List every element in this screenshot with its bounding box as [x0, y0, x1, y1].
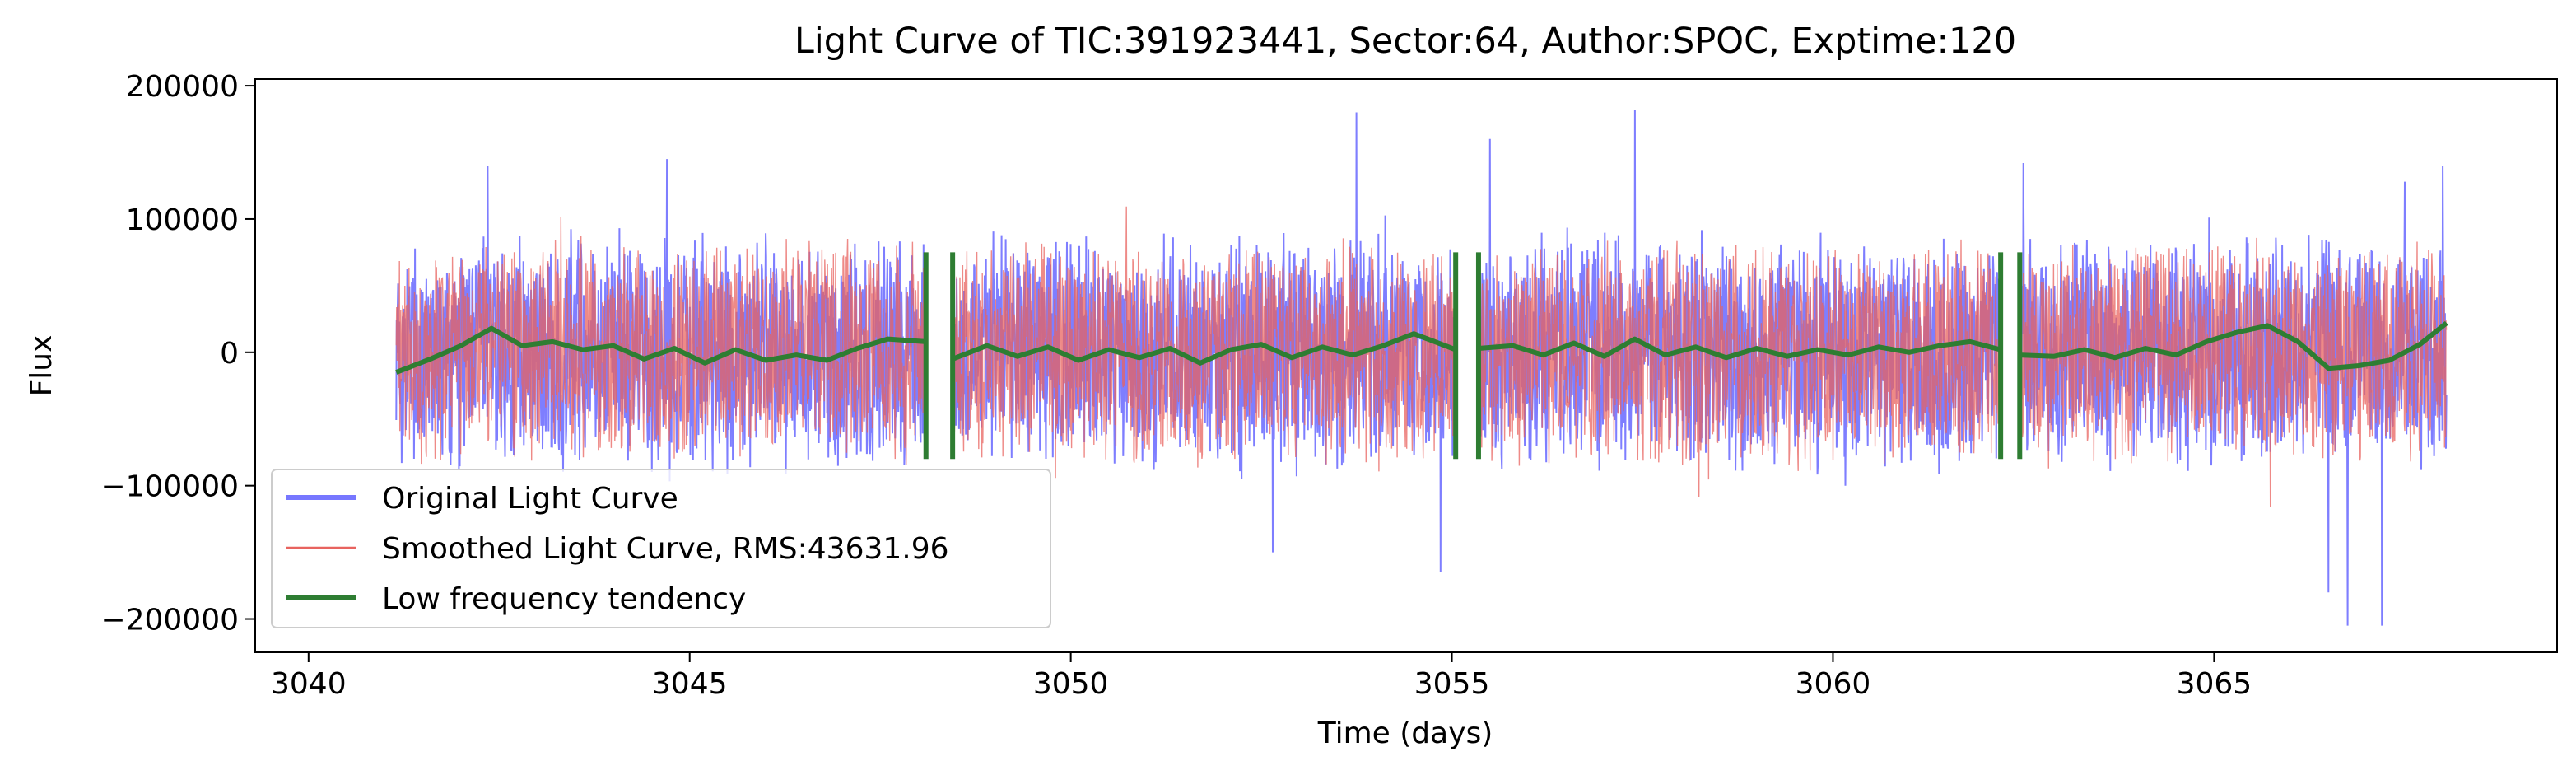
x-axis-label: Time (days): [1317, 717, 1493, 750]
plot-frame: [254, 78, 2558, 653]
smoothed-light-curve-series: [395, 206, 2448, 507]
y-tick-label: 0: [220, 337, 239, 371]
x-tick-label: 3055: [1414, 667, 1490, 701]
x-tick-label: 3045: [652, 667, 728, 701]
legend-label-smoothed: Smoothed Light Curve, RMS:43631.96: [382, 532, 949, 566]
y-tick-label: −200000: [100, 604, 239, 637]
y-tick-label: 200000: [126, 70, 239, 104]
x-axis-ticks: 3040 3045 3050 3055 3060 3065: [271, 652, 2252, 701]
y-axis-ticks: −200000 −100000 0 100000 200000: [100, 70, 255, 637]
legend: Original Light Curve Smoothed Light Curv…: [271, 469, 1051, 628]
legend-label-original: Original Light Curve: [382, 482, 678, 516]
x-tick-label: 3065: [2177, 667, 2252, 701]
low-frequency-tendency-line: [395, 320, 2448, 375]
y-tick-label: 100000: [126, 203, 239, 237]
x-tick-label: 3040: [271, 667, 347, 701]
smoothed-light-curve-line: [395, 206, 2448, 507]
low-frequency-tendency-series: [395, 252, 2448, 460]
x-tick-label: 3060: [1796, 667, 1871, 701]
chart-title: Light Curve of TIC:391923441, Sector:64,…: [794, 21, 2016, 62]
x-tick-label: 3050: [1033, 667, 1109, 701]
y-axis-label: Flux: [25, 335, 58, 397]
legend-label-low-frequency: Low frequency tendency: [382, 582, 746, 616]
legend-box: [271, 469, 1051, 628]
y-tick-label: −100000: [100, 470, 239, 504]
